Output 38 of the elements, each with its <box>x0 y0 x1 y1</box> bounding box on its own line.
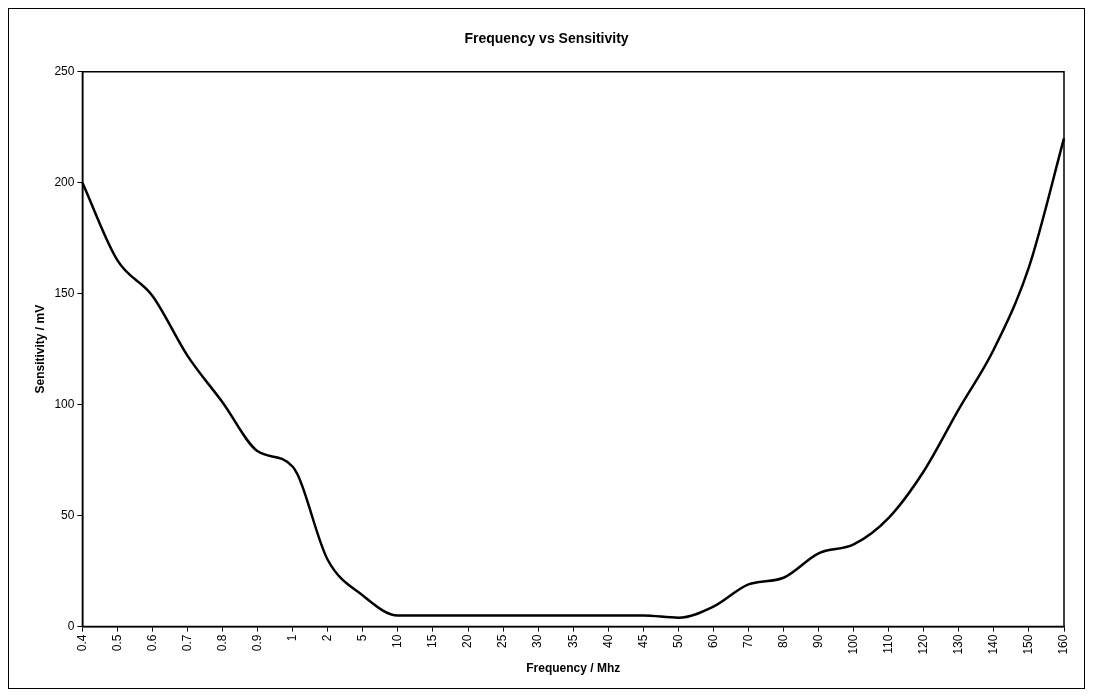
x-tick-label: 15 <box>425 634 440 648</box>
x-tick-label: 50 <box>670 634 685 648</box>
x-tick-label: 90 <box>810 634 825 648</box>
y-tick-label: 250 <box>54 64 75 79</box>
y-tick-label: 100 <box>54 396 75 411</box>
x-tick-label: 0.4 <box>74 634 89 652</box>
x-tick-label: 20 <box>460 634 475 648</box>
x-tick-label: 5 <box>355 634 370 642</box>
chart-title: Frequency vs Sensitivity <box>464 30 629 47</box>
x-tick-label: 35 <box>565 634 580 648</box>
x-tick-label: 0.8 <box>214 634 229 652</box>
x-tick-label: 1 <box>285 634 300 642</box>
x-tick-label: 0.5 <box>109 634 124 652</box>
x-tick-label: 70 <box>740 634 755 648</box>
x-tick-label: 2 <box>320 634 335 642</box>
x-tick-label: 130 <box>951 634 966 655</box>
x-tick-label: 0.7 <box>179 634 194 652</box>
x-axis-title: Frequency / Mhz <box>526 661 621 676</box>
y-tick-label: 0 <box>67 618 75 633</box>
x-tick-label: 25 <box>495 634 510 648</box>
x-tick-label: 140 <box>986 634 1001 655</box>
x-tick-label: 120 <box>916 634 931 655</box>
x-tick-label: 80 <box>775 634 790 648</box>
x-tick-label: 0.6 <box>144 634 159 652</box>
y-tick-label: 200 <box>54 175 75 190</box>
x-tick-label: 0.9 <box>250 634 265 652</box>
y-axis-title: Sensitivity / mV <box>32 304 47 394</box>
x-tick-label: 60 <box>705 634 720 648</box>
x-tick-label: 10 <box>390 634 405 648</box>
x-tick-label: 150 <box>1021 634 1036 655</box>
x-tick-label: 45 <box>635 634 650 648</box>
y-tick-label: 150 <box>54 286 75 301</box>
x-tick-label: 100 <box>845 634 860 655</box>
x-tick-label: 40 <box>600 634 615 648</box>
x-tick-label: 160 <box>1056 634 1071 655</box>
x-tick-label: 30 <box>530 634 545 648</box>
x-tick-label: 110 <box>881 634 896 654</box>
y-tick-label: 50 <box>61 507 75 522</box>
